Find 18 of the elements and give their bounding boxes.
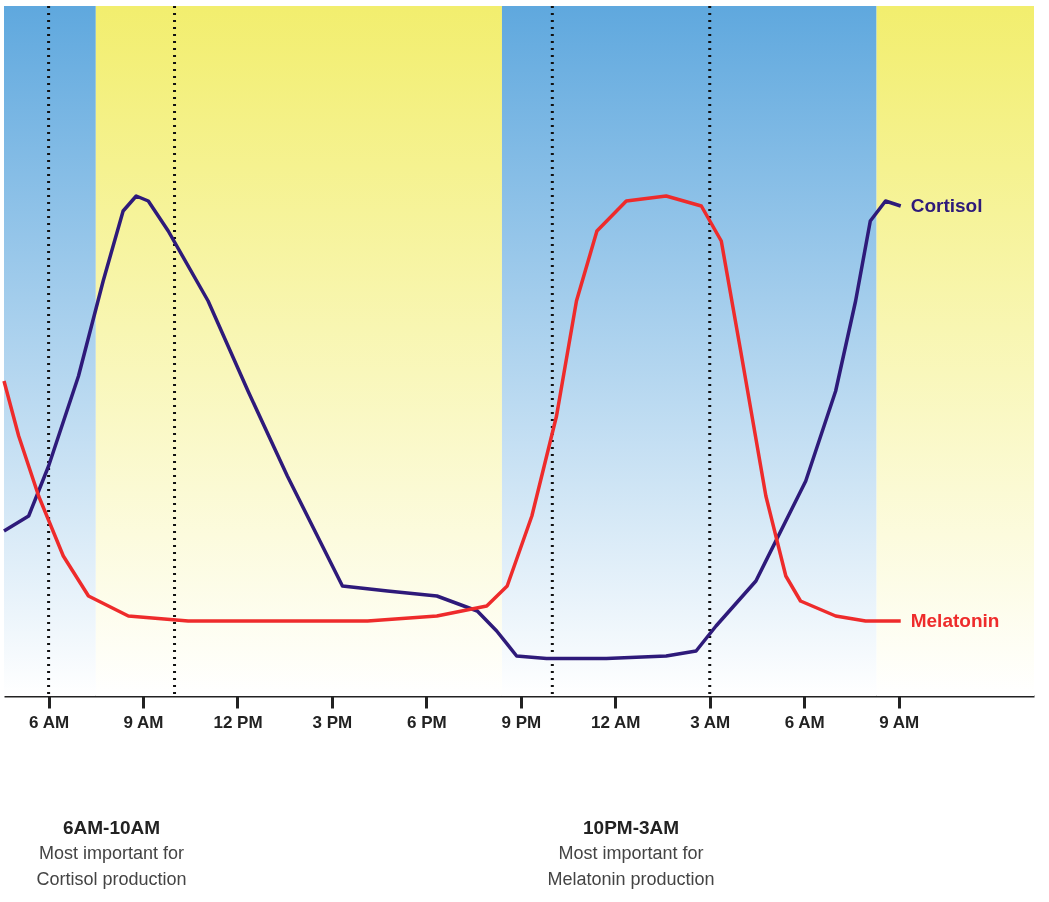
- text: 6AM-10AM: [63, 817, 161, 838]
- text: Cortisol production: [36, 869, 187, 889]
- x-tick-label: 3 PM: [312, 712, 353, 732]
- x-tick-label: 3 AM: [690, 712, 731, 732]
- text: Most important for: [558, 843, 704, 863]
- x-tick-label: 12 PM: [213, 712, 263, 732]
- x-tick-label: 9 AM: [123, 712, 164, 732]
- series-label: Melatonin: [910, 610, 1000, 631]
- text: 10PM-3AM: [582, 817, 680, 838]
- text: Most important for: [39, 843, 185, 863]
- x-tick-label: 6 AM: [784, 712, 825, 732]
- x-tick-label: 6 PM: [407, 712, 447, 732]
- text: Melatonin production: [547, 869, 715, 889]
- x-tick-label: 6 AM: [29, 712, 70, 732]
- series-label: Cortisol: [910, 195, 983, 216]
- x-tick-label: 9 PM: [501, 712, 542, 732]
- x-tick-label: 9 AM: [879, 712, 920, 732]
- x-tick-label: 12 AM: [591, 712, 641, 732]
